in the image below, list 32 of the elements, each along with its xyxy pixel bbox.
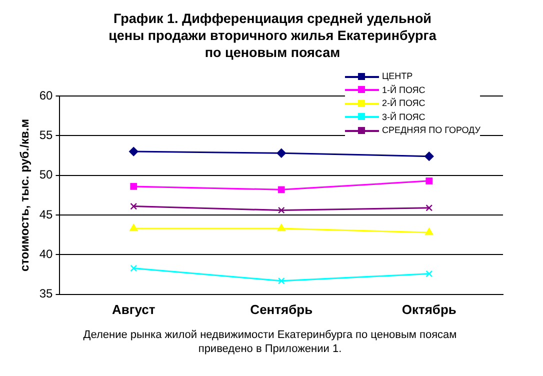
point [424,152,434,161]
y-tick-label: 60 [39,88,54,102]
point [129,146,138,156]
point [278,186,285,194]
point [278,206,285,214]
y-tick-label: 45 [39,207,54,222]
legend-label: СРЕДНЯЯ ПО ГОРОДУ [382,124,480,137]
legend-label: 1-Й ПОЯС [382,84,426,96]
x-tick-label: Август [112,302,156,317]
chart-title: График 1. Дифференциация средней удельной цены продажи вторичного жилья Екатеринбурга по ценовым поясам [108,10,438,61]
point [276,148,286,158]
point [130,202,138,210]
y-tick-label: 50 [39,168,54,182]
legend-label: 2-Й ПОЯС [382,97,426,110]
point [130,183,138,190]
point [426,204,433,212]
point [426,270,433,278]
legend-label: ЦЕНТР [382,70,413,83]
x-tick-label: Октябрь [402,302,456,317]
point [277,224,286,232]
y-axis-title: стоимость, тыс. руб./кв.м [18,118,32,272]
y-tick-label: 40 [39,247,54,262]
y-tick-label: 55 [39,128,54,142]
point [130,224,138,232]
text: Деление рынка жилой недвижимости Екатеринбурга по ценовым поясам приведено в Приложении 1. [82,328,458,356]
point [130,264,138,272]
point [278,277,285,284]
point [425,228,434,236]
point [426,177,433,184]
y-tick-label: 35 [39,286,54,301]
x-tick-label: Сентябрь [250,302,313,317]
legend-label: 3-Й ПОЯС [382,110,426,124]
